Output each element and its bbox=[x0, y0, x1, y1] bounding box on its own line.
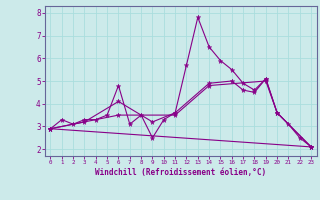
X-axis label: Windchill (Refroidissement éolien,°C): Windchill (Refroidissement éolien,°C) bbox=[95, 168, 266, 177]
